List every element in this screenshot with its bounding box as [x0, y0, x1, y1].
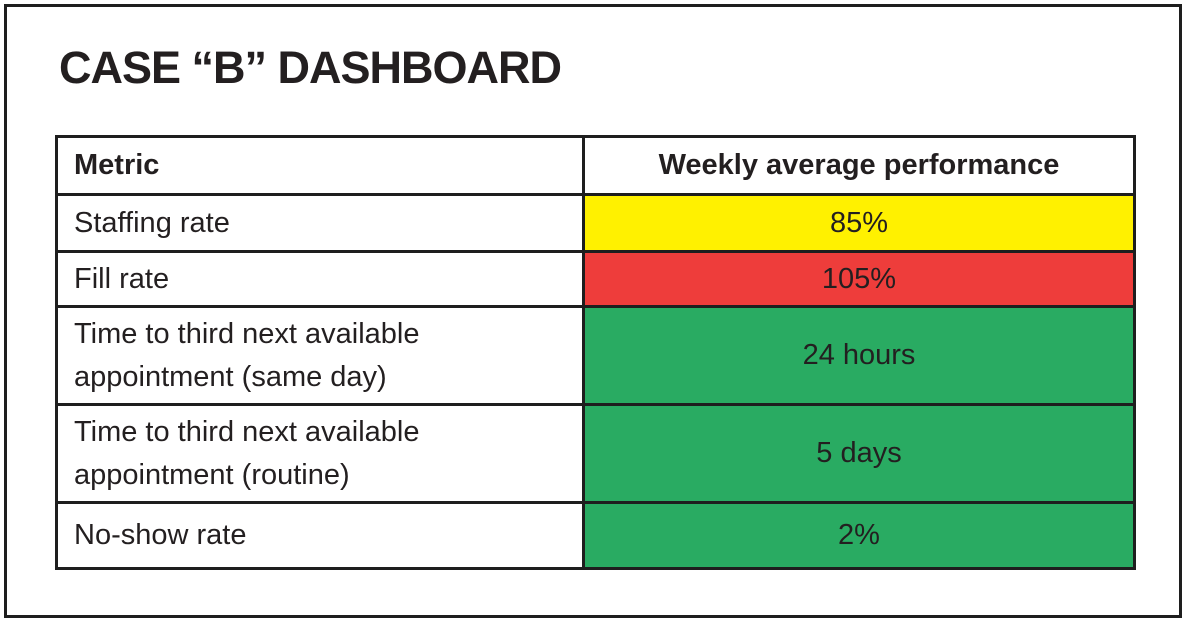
metric-label: Time to third next available appointment…	[55, 403, 585, 504]
column-header-metric: Metric	[55, 135, 585, 196]
metric-label: Staffing rate	[55, 193, 585, 253]
table-row-third-next-routine: Time to third next available appointment…	[55, 403, 1136, 504]
metric-value-status-cell: 24 hours	[582, 305, 1136, 406]
table-row-fill-rate: Fill rate 105%	[55, 250, 1136, 308]
metric-value-status-cell: 2%	[582, 501, 1136, 570]
column-header-performance: Weekly average performance	[582, 135, 1136, 196]
table-row-third-next-same-day: Time to third next available appointment…	[55, 305, 1136, 406]
table-row-staffing-rate: Staffing rate 85%	[55, 193, 1136, 253]
table-header-row: Metric Weekly average performance	[55, 135, 1136, 196]
metric-label: Fill rate	[55, 250, 585, 308]
metrics-table: Metric Weekly average performance Staffi…	[55, 135, 1136, 570]
metric-label: No-show rate	[55, 501, 585, 570]
page-title: CASE “B” DASHBOARD	[59, 42, 562, 93]
metric-value-status-cell: 105%	[582, 250, 1136, 308]
metric-value-status-cell: 85%	[582, 193, 1136, 253]
metric-label: Time to third next available appointment…	[55, 305, 585, 406]
table-row-no-show-rate: No-show rate 2%	[55, 501, 1136, 570]
metric-value-status-cell: 5 days	[582, 403, 1136, 504]
figure-border-frame: CASE “B” DASHBOARD Metric Weekly average…	[4, 4, 1182, 618]
